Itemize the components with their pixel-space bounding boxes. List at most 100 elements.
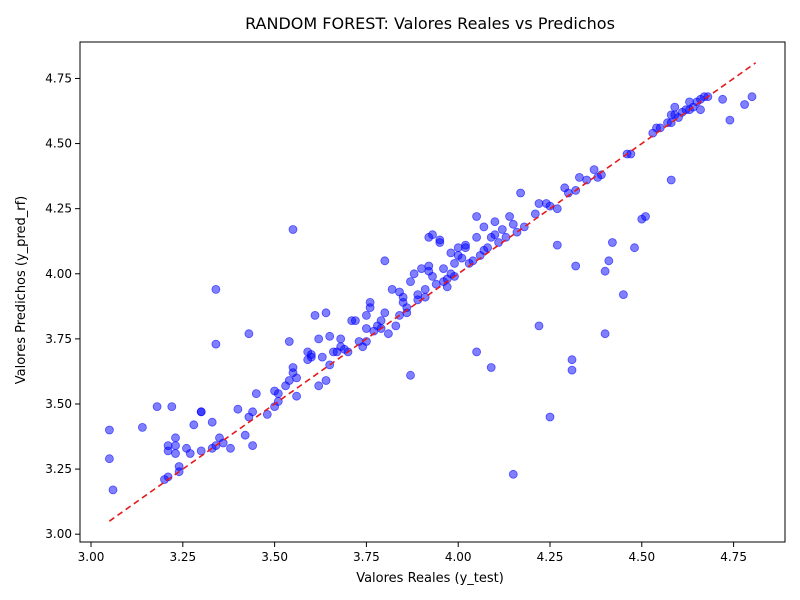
data-point (365, 303, 375, 313)
data-point (483, 243, 493, 253)
data-point (666, 175, 676, 185)
data-point (505, 212, 515, 221)
data-point (696, 105, 705, 115)
data-point (196, 446, 206, 456)
data-point (196, 407, 206, 417)
data-point (508, 219, 518, 229)
data-point (428, 271, 437, 281)
data-point (619, 290, 628, 300)
data-point (152, 402, 162, 412)
data-point (321, 376, 331, 385)
data-point (567, 355, 577, 365)
data-point (534, 321, 544, 331)
data-point (391, 321, 401, 331)
data-point (486, 363, 496, 372)
data-point (457, 253, 467, 263)
data-point (490, 217, 500, 227)
data-point (325, 331, 335, 341)
data-point (582, 175, 592, 185)
x-tick-label: 4.00 (445, 550, 472, 564)
data-point (108, 485, 118, 495)
y-axis-label: Valores Predichos (y_pred_rf) (14, 196, 29, 384)
data-point (380, 256, 390, 266)
y-tick-label: 3.25 (45, 462, 72, 476)
data-point (321, 308, 331, 318)
y-tick-label: 3.75 (45, 332, 72, 346)
data-point (284, 337, 294, 346)
data-point (273, 389, 283, 399)
data-point (552, 240, 562, 250)
data-point (409, 269, 419, 279)
data-point (171, 433, 180, 443)
data-point (310, 310, 320, 320)
data-point (545, 412, 555, 422)
data-point (608, 238, 617, 247)
data-point (571, 261, 581, 271)
y-tick-label: 3.50 (45, 397, 72, 411)
data-point (317, 352, 327, 362)
data-point (211, 339, 221, 349)
data-point (248, 441, 258, 451)
data-point (600, 329, 610, 339)
data-point (288, 225, 298, 234)
data-point (244, 329, 254, 339)
data-point (137, 422, 147, 432)
data-point (479, 222, 489, 232)
data-point (211, 284, 221, 294)
data-point (604, 256, 614, 266)
data-point (171, 441, 180, 451)
data-point (534, 199, 544, 208)
data-point (641, 212, 650, 221)
data-point (740, 100, 749, 109)
data-point (450, 258, 459, 268)
data-point (185, 449, 195, 458)
x-axis-label: Valores Reales (y_test) (356, 571, 504, 586)
y-tick-label: 4.00 (45, 267, 72, 281)
data-point (508, 469, 518, 479)
data-point (490, 230, 500, 240)
data-point (376, 316, 386, 326)
data-point (336, 334, 346, 344)
chart-title: RANDOM FOREST: Valores Reales vs Predich… (245, 14, 615, 33)
x-tick-label: 3.75 (353, 550, 380, 564)
data-point (189, 420, 199, 430)
data-point (233, 404, 243, 414)
x-axis-ticks: 3.00 3.25 3.50 3.75 4.00 4.25 4.50 4.75 (78, 542, 747, 564)
data-point (398, 292, 408, 302)
data-point (589, 165, 599, 175)
points-layer (105, 92, 757, 495)
data-point (251, 389, 261, 399)
x-tick-label: 3.00 (78, 550, 105, 564)
data-point (383, 329, 393, 339)
x-tick-label: 3.25 (169, 550, 196, 564)
data-point (439, 264, 448, 274)
data-point (424, 261, 434, 271)
data-point (406, 370, 415, 380)
data-point (461, 243, 470, 253)
data-point (207, 417, 217, 427)
data-point (387, 284, 397, 294)
data-point (306, 350, 316, 359)
data-point (105, 425, 114, 435)
data-point (472, 232, 482, 242)
data-point (670, 102, 680, 112)
data-point (567, 365, 577, 375)
data-point (406, 277, 415, 287)
data-point (292, 391, 302, 401)
data-point (600, 266, 610, 276)
data-point (747, 92, 757, 102)
data-point (361, 310, 371, 320)
data-point (314, 381, 324, 391)
data-point (105, 454, 114, 464)
data-point (497, 225, 507, 234)
data-point (501, 232, 511, 242)
data-point (417, 264, 426, 274)
data-point (725, 115, 735, 125)
y-tick-label: 4.75 (45, 71, 72, 85)
data-point (420, 284, 430, 294)
data-point (530, 209, 540, 219)
data-point (413, 290, 423, 300)
data-point (292, 373, 302, 383)
x-tick-label: 4.75 (720, 550, 747, 564)
data-point (171, 449, 180, 458)
